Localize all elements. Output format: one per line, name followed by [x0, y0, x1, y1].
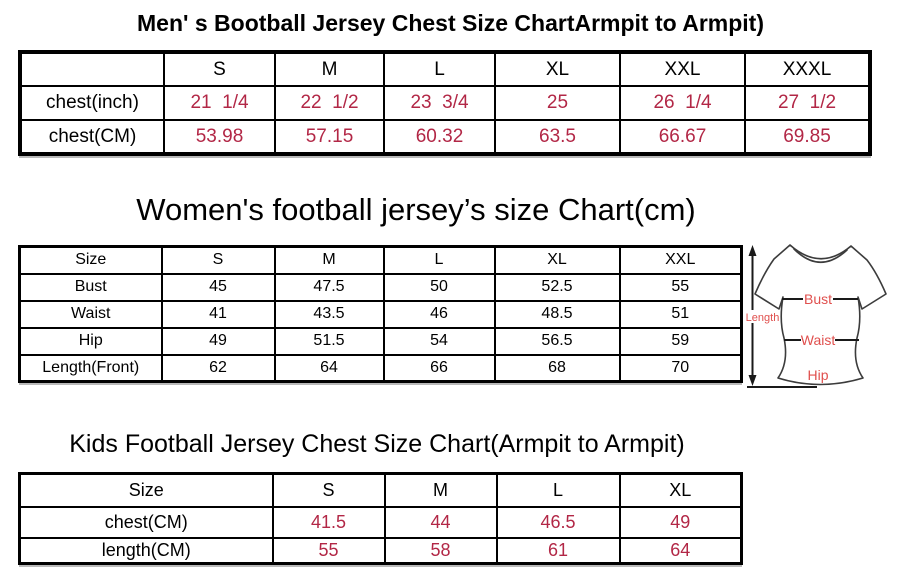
size-value: 49: [618, 505, 743, 539]
size-value: 59: [618, 326, 743, 356]
size-column-header: XXL: [618, 245, 743, 275]
row-label: Length(Front): [18, 353, 163, 383]
size-value: 27 1/2: [744, 85, 871, 121]
size-column-header: M: [274, 51, 385, 87]
womens-chart-title: Women's football jersey’s size Chart(cm): [136, 192, 696, 227]
size-value: 58: [383, 536, 498, 565]
size-value: 53.98: [163, 119, 276, 155]
table-header-row: Size S M L XL XXL: [18, 245, 743, 275]
size-value: 66.67: [619, 119, 746, 155]
size-value: 61: [495, 536, 621, 565]
length-label-backing: [745, 310, 780, 323]
table-header-row: Size S M L XL: [18, 472, 743, 508]
size-value: 70: [618, 353, 743, 383]
tshirt-outline: [754, 244, 887, 386]
size-column-header: L: [383, 51, 496, 87]
table-row: Waist 41 43.5 46 48.5 51: [18, 299, 743, 329]
table-header-row: S M L XL XXL XXXL: [19, 51, 871, 87]
table-row: Hip 49 51.5 54 56.5 59: [18, 326, 743, 356]
size-column-header: L: [495, 472, 621, 508]
size-value: 23 3/4: [383, 85, 496, 121]
size-value: 52.5: [493, 272, 621, 302]
size-value: 50: [382, 272, 496, 302]
size-row-header: Size: [18, 245, 163, 275]
hip-label: Hip: [807, 367, 828, 383]
corner-cell: [19, 51, 165, 87]
size-value: 51: [618, 299, 743, 329]
size-value: 48.5: [493, 299, 621, 329]
size-value: 60.32: [383, 119, 496, 155]
size-value: 49: [160, 326, 276, 356]
length-arrow-top-head: [748, 245, 757, 256]
mens-size-table: S M L XL XXL XXXL chest(inch) 21 1/4 22 …: [18, 50, 872, 156]
kids-size-table: Size S M L XL chest(CM) 41.5 44 46.5 49 …: [18, 472, 743, 565]
length-label: Length: [746, 312, 780, 324]
size-column-header: S: [163, 51, 276, 87]
size-value: 22 1/2: [274, 85, 385, 121]
size-value: 43.5: [273, 299, 385, 329]
table-row: chest(CM) 41.5 44 46.5 49: [18, 505, 743, 539]
size-value: 47.5: [273, 272, 385, 302]
size-column-header: XXXL: [744, 51, 871, 87]
mens-chart-title: Men' s Bootball Jersey Chest Size ChartA…: [137, 10, 764, 36]
row-label: chest(CM): [18, 505, 274, 539]
bust-label: Bust: [804, 291, 832, 307]
size-column-header: M: [383, 472, 498, 508]
size-value: 26 1/4: [619, 85, 746, 121]
table-row: length(CM) 55 58 61 64: [18, 536, 743, 565]
length-arrow-bottom-head: [748, 375, 757, 386]
row-label: Bust: [18, 272, 163, 302]
size-value: 25: [494, 85, 621, 121]
size-value: 45: [160, 272, 276, 302]
size-value: 41: [160, 299, 276, 329]
size-value: 51.5: [273, 326, 385, 356]
size-value: 56.5: [493, 326, 621, 356]
size-value: 64: [618, 536, 743, 565]
table-row: Length(Front) 62 64 66 68 70: [18, 353, 743, 383]
size-column-header: XL: [494, 51, 621, 87]
size-column-header: L: [382, 245, 496, 275]
row-label: length(CM): [18, 536, 274, 565]
size-value: 62: [160, 353, 276, 383]
waist-label: Waist: [801, 332, 836, 348]
size-value: 63.5: [494, 119, 621, 155]
size-value: 66: [382, 353, 496, 383]
size-value: 46: [382, 299, 496, 329]
size-row-header: Size: [18, 472, 274, 508]
kids-chart-title: Kids Football Jersey Chest Size Chart(Ar…: [69, 430, 685, 458]
size-column-header: M: [273, 245, 385, 275]
row-label: chest(inch): [19, 85, 165, 121]
tshirt-measurement-diagram: Length Bust Waist Hip: [745, 244, 887, 388]
size-column-header: XL: [493, 245, 621, 275]
row-label: Waist: [18, 299, 163, 329]
size-value: 68: [493, 353, 621, 383]
size-value: 21 1/4: [163, 85, 276, 121]
size-value: 46.5: [495, 505, 621, 539]
collar-inner-arc: [793, 248, 848, 263]
size-value: 69.85: [744, 119, 871, 155]
size-value: 64: [273, 353, 385, 383]
table-row: chest(inch) 21 1/4 22 1/2 23 3/4 25 26 1…: [19, 85, 871, 121]
womens-size-table: Size S M L XL XXL Bust 45 47.5 50 52.5 5…: [18, 245, 743, 383]
size-value: 54: [382, 326, 496, 356]
table-row: chest(CM) 53.98 57.15 60.32 63.5 66.67 6…: [19, 119, 871, 155]
row-label: Hip: [18, 326, 163, 356]
size-column-header: XL: [618, 472, 743, 508]
table-row: Bust 45 47.5 50 52.5 55: [18, 272, 743, 302]
size-value: 44: [383, 505, 498, 539]
size-value: 41.5: [271, 505, 386, 539]
size-value: 57.15: [274, 119, 385, 155]
size-value: 55: [271, 536, 386, 565]
size-column-header: S: [160, 245, 276, 275]
row-label: chest(CM): [19, 119, 165, 155]
size-column-header: XXL: [619, 51, 746, 87]
size-column-header: S: [271, 472, 386, 508]
size-value: 55: [618, 272, 743, 302]
